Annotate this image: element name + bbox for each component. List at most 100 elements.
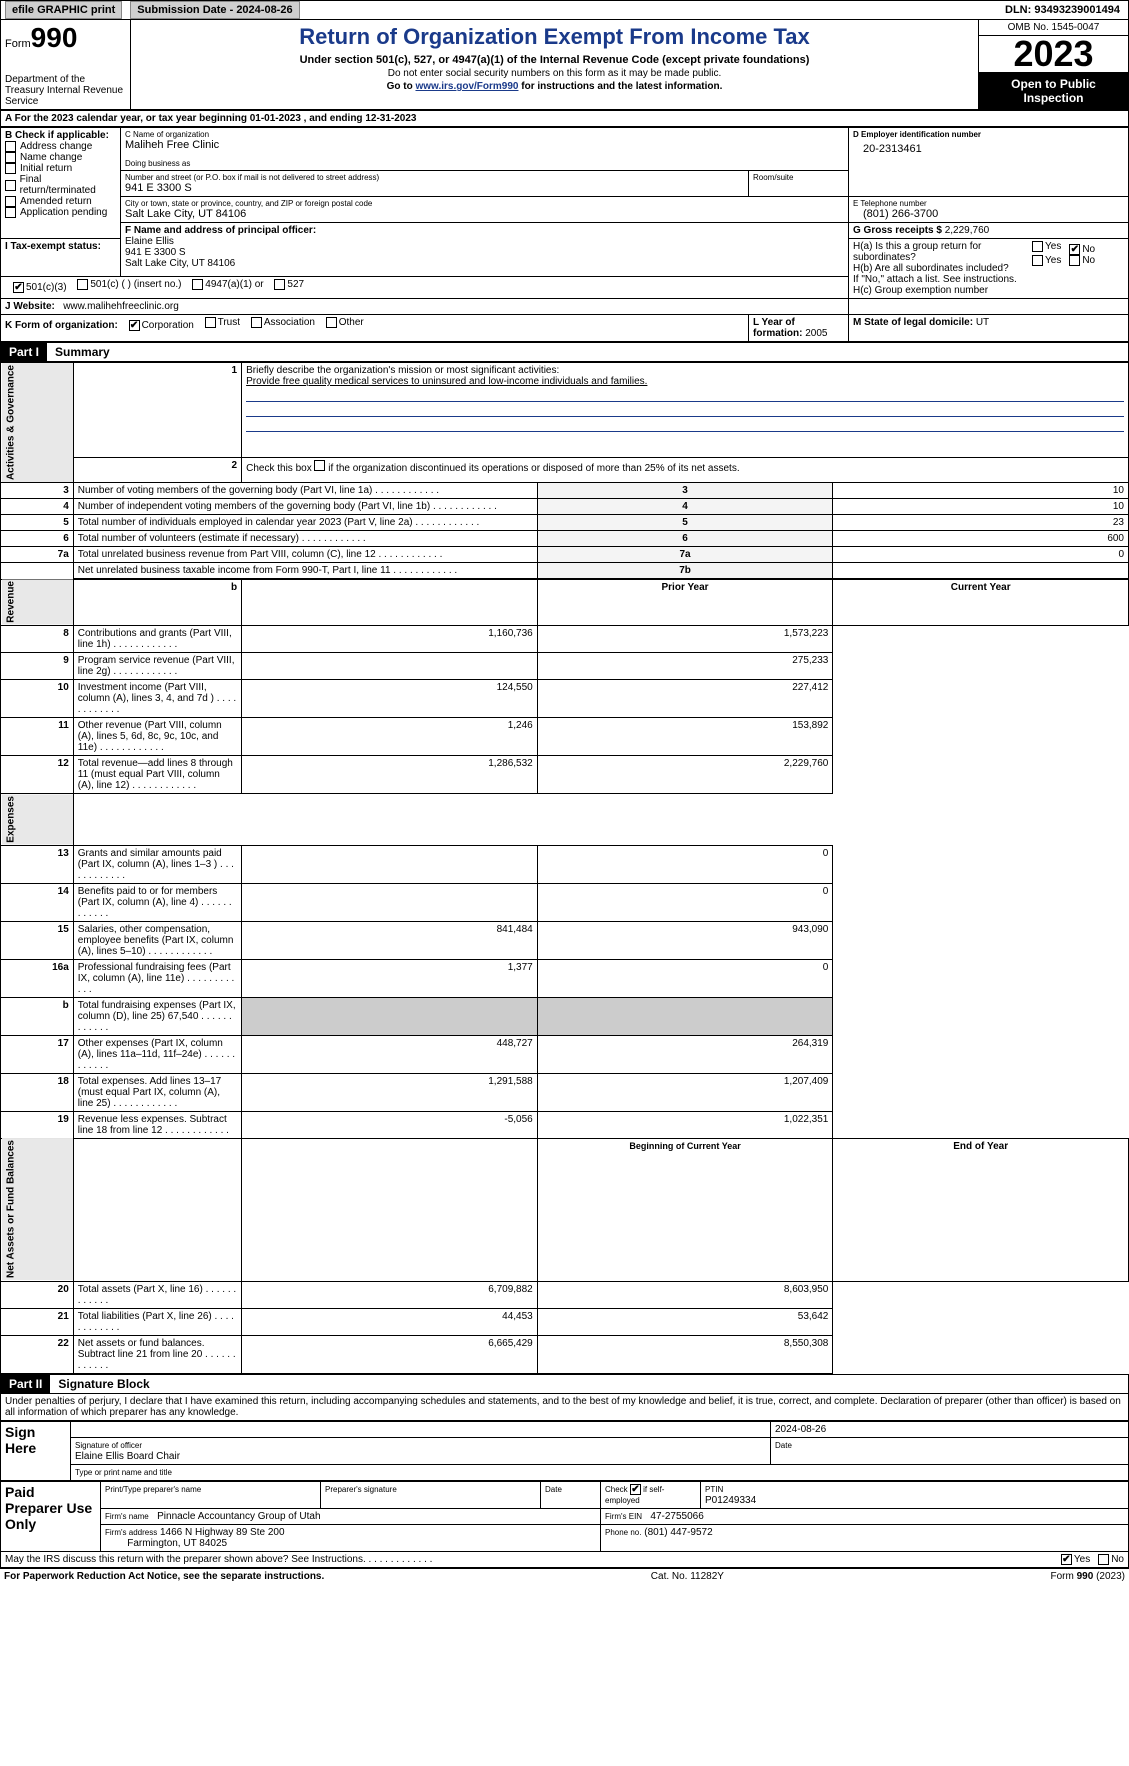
checkbox-self-employed[interactable]: [630, 1484, 641, 1495]
line-no: 15: [1, 921, 74, 959]
form-subtitle: Under section 501(c), 527, or 4947(a)(1)…: [135, 54, 974, 66]
checkbox-corp[interactable]: [129, 320, 140, 331]
goto-link-text: Go to www.irs.gov/Form990 for instructio…: [135, 81, 974, 92]
checkbox-hb-no[interactable]: [1069, 255, 1080, 266]
paid-preparer-label: Paid Preparer Use Only: [1, 1481, 101, 1551]
curr-val: 1,573,223: [537, 626, 833, 653]
prior-val: 6,665,429: [242, 1335, 538, 1373]
h-c: H(c) Group exemption number: [853, 285, 1020, 296]
label-final-return: Final return/terminated: [20, 174, 116, 196]
identity-block: B Check if applicable: Address change Na…: [0, 127, 1129, 342]
checkbox-initial-return[interactable]: [5, 163, 16, 174]
firm-city: Farmington, UT 84025: [127, 1538, 227, 1549]
hdr-prior-year: Prior Year: [537, 579, 833, 626]
line-no: 20: [1, 1281, 74, 1308]
line-no: 13: [1, 845, 74, 883]
line-val: 10: [833, 499, 1129, 515]
submission-date-button[interactable]: Submission Date - 2024-08-26: [130, 1, 299, 19]
checkbox-app-pending[interactable]: [5, 207, 16, 218]
line-text: Grants and similar amounts paid (Part IX…: [73, 845, 241, 883]
firm-addr: 1466 N Highway 89 Ste 200: [160, 1527, 285, 1538]
officer-name: Elaine Ellis Board Chair: [75, 1451, 180, 1462]
curr-val: 153,892: [537, 718, 833, 756]
ein: 20-2313461: [853, 139, 1124, 165]
h-b: H(b) Are all subordinates included?: [853, 263, 1020, 274]
line-text: Total revenue—add lines 8 through 11 (mu…: [73, 756, 241, 794]
prior-val: 841,484: [242, 921, 538, 959]
line-no: 17: [1, 1035, 74, 1073]
checkbox-discontinued[interactable]: [314, 460, 325, 471]
efile-print-button[interactable]: efile GRAPHIC print: [5, 1, 122, 19]
side-expenses: Expenses: [1, 794, 74, 846]
line-no: 9: [1, 653, 74, 680]
label-tax-exempt: I Tax-exempt status:: [5, 241, 101, 252]
irs-link[interactable]: www.irs.gov/Form990: [415, 81, 518, 92]
prior-val: [242, 883, 538, 921]
line-text: Benefits paid to or for members (Part IX…: [73, 883, 241, 921]
prior-val: 44,453: [242, 1308, 538, 1335]
sign-here-label: Sign Here: [1, 1421, 71, 1480]
label-dba: Doing business as: [125, 159, 844, 168]
checkbox-address-change[interactable]: [5, 141, 16, 152]
label-ptin: PTIN: [705, 1485, 723, 1494]
checkbox-discuss-no[interactable]: [1098, 1554, 1109, 1565]
form-header: Form990 Department of the Treasury Inter…: [0, 20, 1129, 110]
line-no: 16a: [1, 959, 74, 997]
checkbox-final-return[interactable]: [5, 180, 16, 191]
firm-ein: 47-2755066: [650, 1511, 703, 1522]
state-domicile: UT: [976, 317, 989, 328]
checkbox-ha-yes[interactable]: [1032, 241, 1043, 252]
line-text: Total liabilities (Part X, line 26): [73, 1308, 241, 1335]
checkbox-name-change[interactable]: [5, 152, 16, 163]
checkbox-trust[interactable]: [205, 317, 216, 328]
prior-val: 124,550: [242, 680, 538, 718]
checkbox-assoc[interactable]: [251, 317, 262, 328]
prior-val: [242, 845, 538, 883]
footer-mid: Cat. No. 11282Y: [651, 1571, 724, 1582]
checkbox-discuss-yes[interactable]: [1061, 1554, 1072, 1565]
form-title: Return of Organization Exempt From Incom…: [135, 24, 974, 50]
ptin: P01249334: [705, 1495, 756, 1506]
line-no: 11: [1, 718, 74, 756]
label-preparer-sig: Preparer's signature: [325, 1485, 397, 1494]
line-box: 6: [537, 531, 833, 547]
line-box: 5: [537, 515, 833, 531]
box-f: F Name and address of principal officer:…: [125, 225, 844, 269]
curr-val: 264,319: [537, 1035, 833, 1073]
curr-val: 53,642: [537, 1308, 833, 1335]
curr-val: 2,229,760: [537, 756, 833, 794]
footer: For Paperwork Reduction Act Notice, see …: [0, 1568, 1129, 1584]
prior-val: 6,709,882: [242, 1281, 538, 1308]
label-print-name: Type or print name and title: [75, 1468, 172, 1477]
line-no: 6: [1, 531, 74, 547]
line-no: 7a: [1, 547, 74, 563]
line-no: 5: [1, 515, 74, 531]
line-no: b: [1, 997, 74, 1035]
checkbox-hb-yes[interactable]: [1032, 255, 1043, 266]
checkbox-4947[interactable]: [192, 279, 203, 290]
label-firm-addr: Firm's address: [105, 1528, 157, 1537]
checkbox-amended[interactable]: [5, 196, 16, 207]
firm-phone: (801) 447-9572: [644, 1527, 712, 1538]
curr-val: 227,412: [537, 680, 833, 718]
line-text: Professional fundraising fees (Part IX, …: [73, 959, 241, 997]
checkbox-ha-no[interactable]: [1069, 244, 1080, 255]
city: Salt Lake City, UT 84106: [125, 208, 844, 220]
line2: Check this box if the organization disco…: [242, 458, 1129, 483]
checkbox-501c[interactable]: [77, 279, 88, 290]
prior-val: 1,160,736: [242, 626, 538, 653]
label-phone: E Telephone number: [853, 199, 1124, 208]
checkbox-527[interactable]: [274, 279, 285, 290]
curr-val: 8,550,308: [537, 1335, 833, 1373]
line-text: Program service revenue (Part VIII, line…: [73, 653, 241, 680]
sign-date: 2024-08-26: [771, 1421, 1129, 1437]
line-text: Net unrelated business taxable income fr…: [73, 563, 537, 580]
checkbox-other[interactable]: [326, 317, 337, 328]
label-initial-return: Initial return: [20, 163, 72, 174]
side-revenue: Revenue: [1, 579, 74, 626]
curr-val: 943,090: [537, 921, 833, 959]
year-formation: 2005: [805, 328, 827, 339]
checkbox-501c3[interactable]: [13, 282, 24, 293]
line1-label: Briefly describe the organization's miss…: [246, 365, 559, 376]
footer-right: Form 990 (2023): [1051, 1571, 1125, 1582]
